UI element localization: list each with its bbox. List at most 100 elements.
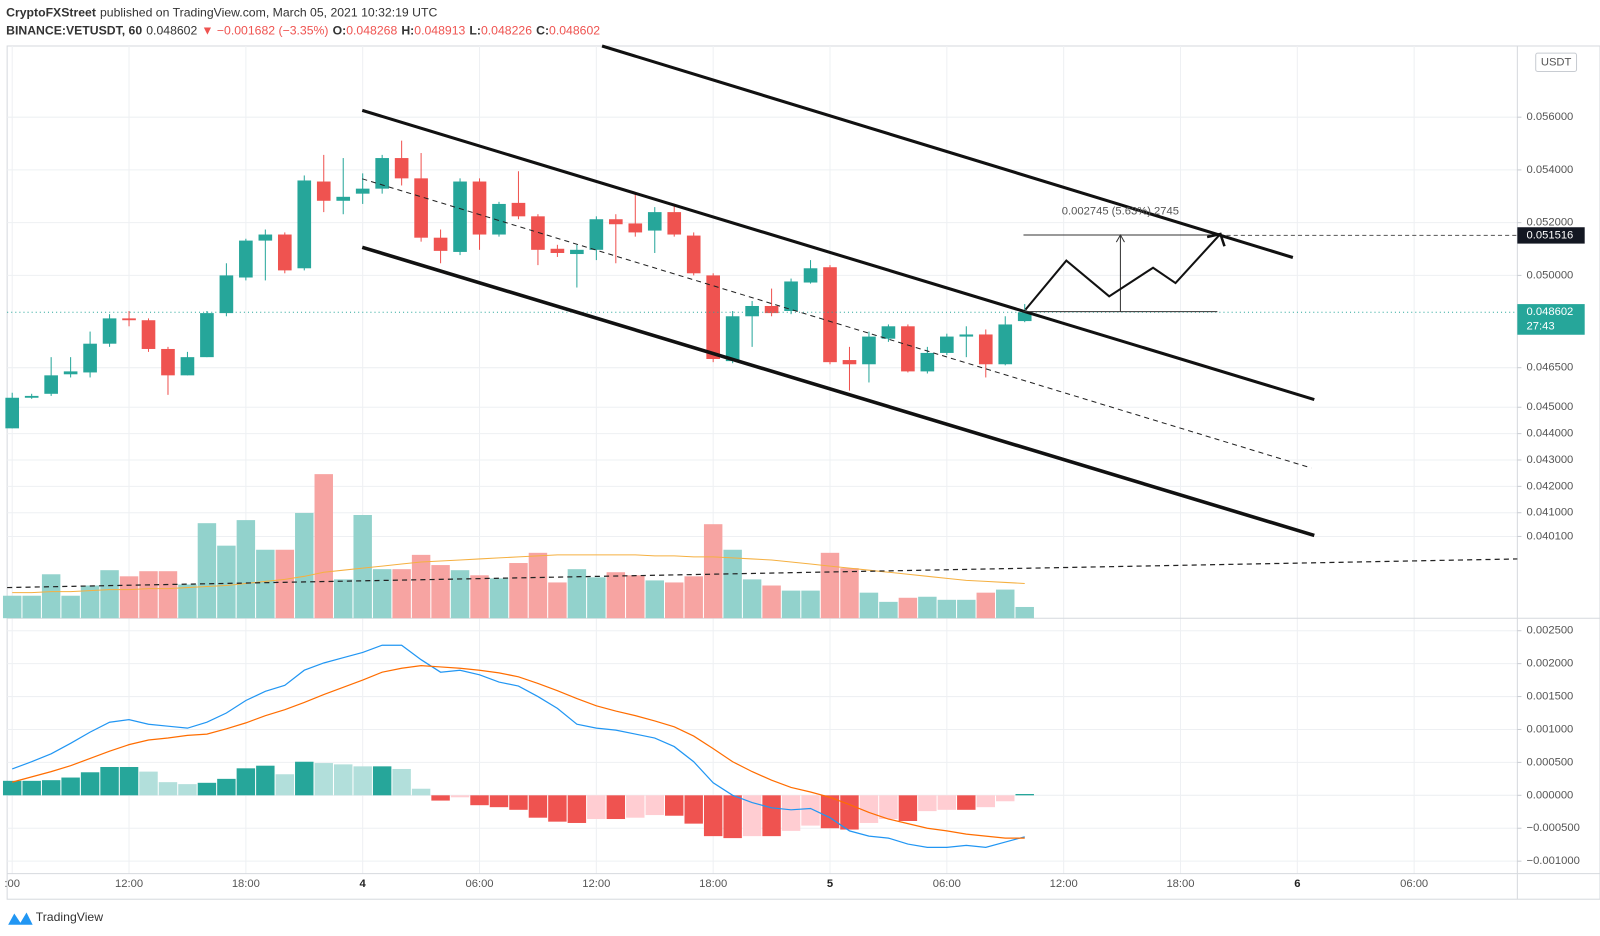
candle-body — [959, 334, 974, 337]
candle-body — [258, 234, 273, 241]
channel-top-line — [361, 108, 1315, 402]
candle-body — [141, 320, 156, 349]
macd-y-tick-label: 0.002500 — [1527, 625, 1574, 637]
countdown-label: 27:43 — [1527, 321, 1555, 333]
macd-histogram-bar — [295, 761, 314, 796]
macd-histogram-bar — [918, 795, 937, 812]
macd-histogram-bar — [976, 795, 996, 808]
y-tick-label: 0.045000 — [1527, 401, 1574, 413]
y-tick-label: 0.056000 — [1527, 111, 1574, 123]
candle-body — [375, 158, 389, 189]
candle-body — [823, 267, 837, 363]
macd-histogram-bar — [61, 777, 80, 796]
candle-body — [394, 158, 409, 179]
signal-line — [12, 664, 1025, 839]
candle-body — [609, 219, 623, 225]
macd-pane — [2, 644, 1034, 848]
candle-body — [219, 275, 234, 314]
volume-bar — [781, 590, 801, 619]
volume-bar — [119, 576, 139, 619]
macd-histogram-bar — [645, 795, 664, 816]
x-tick-label: 5 — [827, 878, 833, 890]
candle-body — [862, 336, 876, 365]
macd-histogram-bar — [937, 795, 957, 810]
macd-histogram-bar — [100, 767, 119, 796]
drawings — [7, 44, 1518, 589]
y-tick-label: 0.044000 — [1527, 428, 1574, 440]
volume-bar — [411, 554, 431, 619]
macd-histogram-bar — [820, 795, 840, 829]
y-tick-label: 0.054000 — [1527, 164, 1574, 176]
candle-body — [570, 249, 584, 255]
macd-histogram-bar — [548, 795, 567, 822]
candle-body — [83, 343, 97, 373]
x-tick-label: 12:00 — [1050, 878, 1078, 890]
volume-bar — [139, 571, 158, 619]
macd-histogram-bar — [762, 795, 781, 837]
volume-bar — [236, 520, 256, 619]
macd-histogram-bar — [665, 795, 684, 816]
projection-arrowhead — [1206, 232, 1226, 247]
x-tick-label: 12:00 — [582, 878, 610, 890]
x-tick-label: 6 — [1294, 878, 1300, 890]
target-price-badge — [1517, 227, 1585, 244]
volume-bar — [918, 596, 937, 619]
candle-body — [102, 318, 117, 344]
candle-body — [44, 375, 58, 394]
macd-histogram-bar — [723, 795, 742, 839]
candle-body — [433, 237, 448, 251]
candle-body — [297, 180, 312, 269]
l-label: L: — [469, 24, 481, 38]
candle-body — [647, 212, 662, 231]
macd-histogram-bar — [450, 795, 470, 798]
volume-bar — [61, 595, 80, 619]
volume-bar — [197, 523, 217, 619]
volume-bar — [2, 595, 22, 619]
c-label: C: — [536, 24, 549, 38]
published: published on TradingView.com, March 05, … — [100, 6, 437, 20]
volume-bar — [22, 595, 41, 619]
macd-histogram-bar — [1015, 794, 1034, 796]
h-label: H: — [401, 24, 414, 38]
volume-bar — [314, 474, 333, 619]
macd-histogram-bar — [684, 795, 703, 824]
macd-y-tick-label: 0.001500 — [1527, 691, 1574, 703]
low-value: 0.048226 — [481, 24, 532, 38]
x-tick-label: 06:00 — [933, 878, 961, 890]
macd-histogram-bar — [80, 772, 100, 796]
macd-histogram-bar — [898, 795, 918, 821]
volume-bar — [801, 590, 820, 619]
macd-histogram-bar — [22, 780, 41, 796]
x-tick-label: :00 — [4, 878, 20, 890]
volume-bar — [256, 549, 275, 619]
macd-line — [11, 644, 1025, 848]
volume-bar — [703, 524, 723, 619]
macd-histogram-bar — [178, 784, 197, 796]
y-tick-label: 0.043000 — [1527, 454, 1574, 466]
candle-body — [686, 235, 701, 274]
macd-histogram-bar — [996, 795, 1015, 802]
currency-box — [1535, 52, 1578, 73]
volume-bar — [859, 592, 879, 619]
candle-body — [998, 324, 1013, 365]
volume-bar — [470, 575, 489, 619]
candle-body — [881, 326, 896, 339]
close-value: 0.048602 — [549, 24, 600, 38]
macd-histogram-bar — [139, 771, 158, 796]
candle-body — [316, 181, 331, 201]
candle-body — [920, 352, 935, 372]
channel-median-line — [362, 178, 1312, 469]
macd-histogram-bar — [840, 795, 859, 830]
candle-body — [764, 305, 779, 314]
macd-histogram-bar — [256, 765, 275, 796]
x-tick-label: 12:00 — [115, 878, 143, 890]
volume-bar — [840, 568, 859, 619]
volume-bar — [41, 574, 61, 619]
y-tick-label: 0.040100 — [1527, 530, 1574, 542]
open-value: 0.048268 — [346, 24, 397, 38]
projection-path — [1024, 234, 1221, 311]
chart-frame — [6, 45, 1600, 900]
volume-bar — [275, 549, 295, 619]
volume-bar — [489, 578, 509, 619]
